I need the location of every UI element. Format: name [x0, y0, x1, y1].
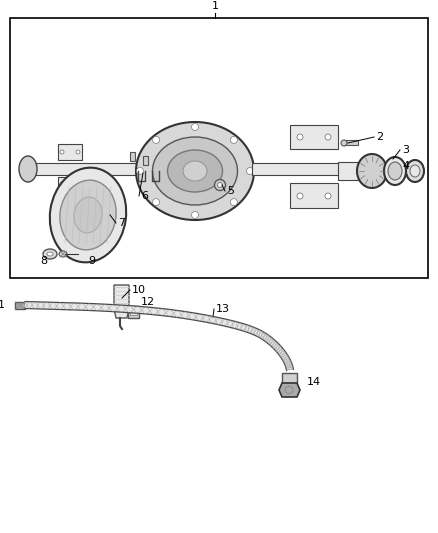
Text: 7: 7: [118, 218, 125, 228]
Ellipse shape: [43, 249, 57, 259]
FancyBboxPatch shape: [130, 309, 137, 315]
Bar: [10, 18, 428, 278]
Ellipse shape: [50, 168, 126, 262]
Ellipse shape: [325, 193, 331, 199]
Ellipse shape: [218, 182, 223, 188]
Ellipse shape: [384, 157, 406, 185]
Ellipse shape: [325, 134, 331, 140]
FancyBboxPatch shape: [130, 152, 135, 161]
Ellipse shape: [357, 154, 387, 188]
Polygon shape: [290, 125, 338, 149]
Text: 14: 14: [307, 377, 321, 387]
FancyBboxPatch shape: [58, 144, 82, 160]
Text: 12: 12: [141, 297, 155, 307]
Ellipse shape: [76, 182, 80, 186]
Ellipse shape: [74, 197, 102, 233]
Ellipse shape: [388, 162, 402, 180]
Ellipse shape: [191, 124, 198, 131]
Ellipse shape: [167, 150, 223, 192]
Ellipse shape: [60, 180, 116, 250]
Ellipse shape: [183, 161, 207, 181]
Polygon shape: [290, 183, 338, 208]
Text: 4: 4: [402, 161, 409, 171]
FancyBboxPatch shape: [344, 140, 358, 145]
FancyBboxPatch shape: [143, 156, 148, 165]
Ellipse shape: [60, 182, 64, 186]
Polygon shape: [25, 302, 293, 370]
FancyBboxPatch shape: [338, 162, 363, 180]
Ellipse shape: [297, 193, 303, 199]
Text: 5: 5: [227, 186, 234, 196]
Text: 6: 6: [141, 191, 148, 201]
Ellipse shape: [152, 136, 159, 143]
Ellipse shape: [60, 150, 64, 154]
Text: 11: 11: [0, 300, 6, 310]
Ellipse shape: [191, 212, 198, 219]
Ellipse shape: [410, 165, 420, 177]
FancyBboxPatch shape: [15, 302, 25, 309]
Ellipse shape: [59, 251, 67, 257]
Ellipse shape: [137, 167, 144, 174]
Text: 2: 2: [376, 132, 383, 142]
FancyBboxPatch shape: [128, 306, 139, 318]
Text: 1: 1: [212, 1, 219, 11]
Text: 8: 8: [40, 256, 47, 266]
Ellipse shape: [341, 140, 347, 146]
Ellipse shape: [76, 150, 80, 154]
Ellipse shape: [215, 180, 226, 190]
FancyBboxPatch shape: [58, 177, 82, 193]
Ellipse shape: [406, 160, 424, 182]
Text: 3: 3: [402, 145, 409, 155]
Ellipse shape: [230, 136, 237, 143]
Ellipse shape: [47, 252, 53, 256]
FancyBboxPatch shape: [252, 163, 374, 175]
Text: 9: 9: [88, 256, 95, 266]
Ellipse shape: [152, 137, 237, 205]
Ellipse shape: [247, 167, 254, 174]
FancyBboxPatch shape: [282, 373, 297, 383]
Polygon shape: [114, 285, 129, 318]
Polygon shape: [279, 383, 300, 397]
Ellipse shape: [230, 199, 237, 206]
Ellipse shape: [152, 199, 159, 206]
Ellipse shape: [136, 122, 254, 220]
Text: 13: 13: [216, 304, 230, 314]
Ellipse shape: [19, 156, 37, 182]
Text: 10: 10: [132, 285, 146, 295]
FancyBboxPatch shape: [25, 163, 173, 175]
Ellipse shape: [297, 134, 303, 140]
